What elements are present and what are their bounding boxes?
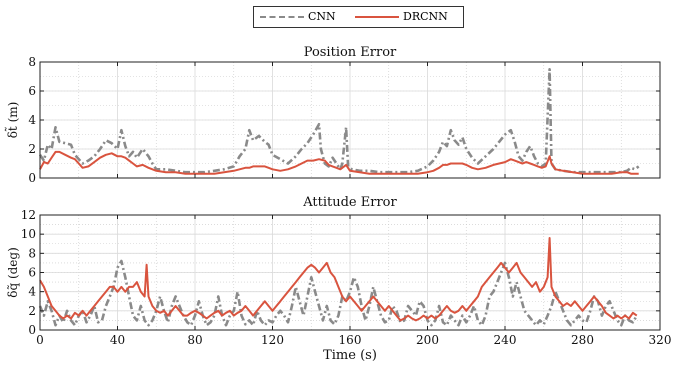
xaxis-label: Time (s) — [323, 348, 377, 363]
legend-label-drcnn: DRCNN — [403, 10, 448, 23]
position-ytick-label: 8 — [28, 55, 36, 69]
position-ytick-label: 2 — [28, 142, 36, 156]
attitude-ytick-label: 2 — [28, 304, 36, 318]
legend: CNN DRCNN — [253, 6, 464, 28]
legend-item-drcnn: DRCNN — [355, 10, 448, 23]
position-ylabel: δt̃ (m) — [4, 102, 20, 139]
attitude-ytick-label: 0 — [28, 323, 36, 337]
attitude-series-cnn — [38, 259, 638, 327]
attitude-ytick-label: 6 — [28, 266, 36, 280]
attitude-ytick-label: 4 — [28, 285, 36, 299]
xtick-label: 320 — [649, 333, 672, 347]
attitude-ytick-label: 10 — [21, 227, 36, 241]
xtick-label: 80 — [187, 333, 202, 347]
attitude-ytick-label: 8 — [28, 246, 36, 260]
attitude-title: Attitude Error — [302, 195, 397, 210]
legend-item-cnn: CNN — [260, 10, 336, 23]
position-ytick-label: 4 — [28, 113, 36, 127]
position-ytick-label: 6 — [28, 84, 36, 98]
attitude-ytick-label: 12 — [21, 208, 36, 222]
xtick-label: 0 — [36, 333, 44, 347]
attitude-series-drcnn — [39, 237, 638, 322]
attitude-ylabel: δq̃ (deg) — [6, 247, 20, 298]
xtick-label: 160 — [339, 333, 362, 347]
position-series-drcnn — [39, 150, 639, 175]
xtick-label: 40 — [110, 333, 125, 347]
legend-swatch-cnn — [260, 15, 304, 18]
xtick-label: 120 — [261, 333, 284, 347]
xtick-label: 240 — [494, 333, 517, 347]
legend-swatch-drcnn — [355, 15, 399, 18]
position-ytick-label: 0 — [28, 171, 36, 185]
position-title: Position Error — [304, 45, 397, 60]
xtick-label: 280 — [571, 333, 594, 347]
xtick-label: 200 — [416, 333, 439, 347]
legend-label-cnn: CNN — [308, 10, 336, 23]
position-series-cnn — [38, 68, 640, 174]
